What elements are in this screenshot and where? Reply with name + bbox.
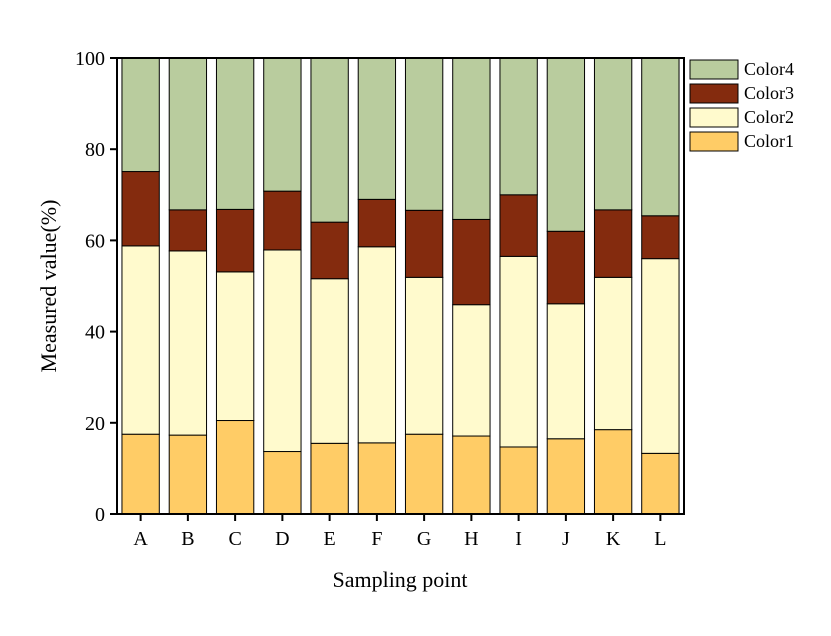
legend-swatch-color2 bbox=[689, 107, 739, 128]
bar-segment-color4-j bbox=[546, 57, 586, 232]
x-tick-label-k: K bbox=[606, 528, 621, 550]
bar-segment-color3-k bbox=[593, 209, 633, 278]
bar-segment-color2-f bbox=[357, 246, 397, 444]
x-axis-label: Sampling point bbox=[332, 567, 467, 592]
x-tick-label-c: C bbox=[228, 528, 241, 550]
bar-segment-color1-g bbox=[404, 433, 444, 515]
bar-segment-color3-a bbox=[121, 171, 160, 247]
y-axis-label: Measured value(%) bbox=[36, 200, 61, 373]
bar-segment-color2-e bbox=[310, 278, 349, 444]
bar-segment-color2-c bbox=[215, 271, 255, 422]
legend-swatch-color1 bbox=[689, 131, 739, 152]
bar-segment-color4-k bbox=[593, 57, 633, 211]
bar-segment-color1-d bbox=[263, 451, 302, 515]
bar-segment-color1-j bbox=[546, 438, 586, 515]
plot-frame bbox=[116, 57, 685, 515]
bar-segment-color1-c bbox=[215, 420, 255, 515]
x-tick-label-j: J bbox=[562, 528, 570, 550]
legend: Color4 Color3 Color2 Color1 bbox=[689, 59, 794, 152]
bar-segment-color2-h bbox=[452, 304, 491, 437]
bar-segment-color4-c bbox=[215, 57, 255, 210]
x-tick-label-f: F bbox=[371, 528, 382, 550]
bar-segment-color4-g bbox=[404, 57, 444, 211]
bar-segment-color3-g bbox=[404, 209, 444, 278]
legend-label-color2: Color2 bbox=[744, 107, 794, 127]
x-axis: A B C D E F G H I J K L bbox=[133, 514, 666, 550]
bar-segment-color2-b bbox=[168, 250, 208, 436]
bar-segment-color4-a bbox=[121, 57, 160, 173]
bar-segment-color2-l bbox=[641, 258, 680, 454]
bar-segment-color3-e bbox=[310, 221, 349, 280]
bar-segment-color3-l bbox=[641, 215, 680, 260]
x-tick-label-i: I bbox=[515, 528, 522, 550]
y-tick-label-40: 40 bbox=[85, 322, 105, 344]
x-tick-label-l: L bbox=[654, 528, 666, 550]
bar-segment-color1-l bbox=[641, 452, 680, 515]
bar-segment-color4-d bbox=[263, 57, 302, 192]
bar-segment-color3-d bbox=[263, 190, 302, 251]
legend-swatch-color3 bbox=[689, 83, 739, 104]
y-axis: 0 20 40 60 80 100 bbox=[75, 48, 117, 526]
bars-layer bbox=[121, 57, 680, 515]
bar-segment-color1-i bbox=[499, 446, 538, 515]
x-tick-label-b: B bbox=[181, 528, 194, 550]
bar-segment-color1-k bbox=[593, 429, 633, 515]
y-tick-label-20: 20 bbox=[85, 413, 105, 435]
bar-segment-color2-k bbox=[593, 276, 633, 431]
bar-segment-color3-b bbox=[168, 209, 208, 252]
bar-segment-color3-f bbox=[357, 198, 397, 248]
bar-segment-color1-f bbox=[357, 442, 397, 515]
x-tick-label-g: G bbox=[417, 528, 431, 550]
x-tick-label-d: D bbox=[275, 528, 289, 550]
bar-segment-color1-b bbox=[168, 434, 208, 515]
y-tick-label-60: 60 bbox=[85, 230, 105, 252]
bar-segment-color1-e bbox=[310, 442, 349, 515]
x-tick-label-e: E bbox=[324, 528, 336, 550]
bar-segment-color4-e bbox=[310, 57, 349, 223]
bar-segment-color4-f bbox=[357, 57, 397, 200]
legend-label-color4: Color4 bbox=[744, 59, 794, 79]
bar-segment-color1-h bbox=[452, 435, 491, 515]
legend-label-color3: Color3 bbox=[744, 83, 794, 103]
bar-segment-color3-c bbox=[215, 208, 255, 273]
legend-label-color1: Color1 bbox=[744, 131, 794, 151]
x-tick-label-h: H bbox=[464, 528, 478, 550]
bar-segment-color2-j bbox=[546, 303, 586, 440]
y-tick-label-100: 100 bbox=[75, 48, 105, 70]
bar-segment-color2-a bbox=[121, 245, 160, 435]
bar-segment-color1-a bbox=[121, 433, 160, 515]
y-tick-label-80: 80 bbox=[85, 139, 105, 161]
bar-segment-color2-i bbox=[499, 255, 538, 448]
y-tick-label-0: 0 bbox=[95, 504, 105, 526]
bar-segment-color4-l bbox=[641, 57, 680, 217]
bar-segment-color4-i bbox=[499, 57, 538, 196]
bar-segment-color4-b bbox=[168, 57, 208, 211]
bar-segment-color2-g bbox=[404, 276, 444, 435]
bar-segment-color3-j bbox=[546, 230, 586, 305]
bar-segment-color3-i bbox=[499, 194, 538, 257]
bar-segment-color2-d bbox=[263, 249, 302, 453]
legend-swatch-color4 bbox=[689, 59, 739, 80]
bar-segment-color3-h bbox=[452, 218, 491, 306]
bar-segment-color4-h bbox=[452, 57, 491, 220]
x-tick-label-a: A bbox=[133, 528, 148, 550]
